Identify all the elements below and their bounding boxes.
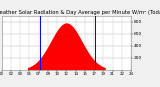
Title: Milwaukee Weather Solar Radiation & Day Average per Minute W/m² (Today): Milwaukee Weather Solar Radiation & Day … (0, 10, 160, 15)
